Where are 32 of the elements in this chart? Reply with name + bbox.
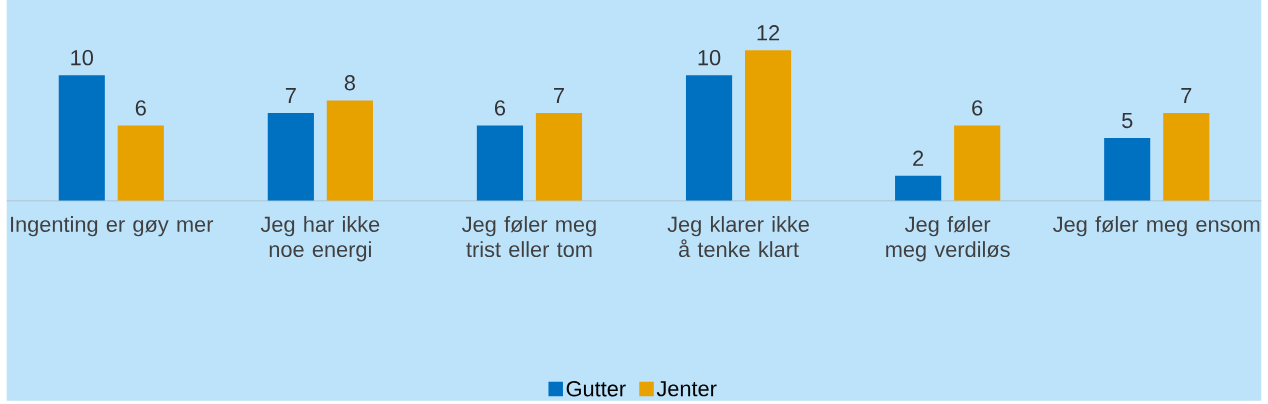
x-tick-label: Jeg føler meg verdiløs	[886, 216, 1010, 262]
bar	[535, 113, 583, 202]
bar	[744, 50, 792, 202]
x-tick-label: Jeg klarer ikke å tenke klart	[667, 216, 809, 258]
bar	[267, 113, 314, 202]
bar	[58, 75, 105, 202]
bar	[1163, 113, 1210, 202]
data-label: 8	[344, 75, 355, 91]
legend-label: Jenter	[656, 381, 717, 397]
data-label: 2	[913, 150, 924, 167]
bar	[476, 125, 524, 202]
x-tick-label: Jeg føler meg ensom	[1053, 216, 1260, 237]
data-label: 7	[285, 88, 296, 104]
data-label: 6	[972, 100, 983, 116]
bar	[1104, 138, 1151, 202]
bar	[685, 75, 733, 202]
data-label: 7	[554, 88, 564, 104]
x-tick-label: Jeg føler meg trist eller tom	[462, 216, 596, 258]
x-tick-label: Jeg har ikke noe energi	[260, 216, 380, 262]
data-label: 10	[698, 50, 721, 66]
data-label: 12	[757, 25, 780, 41]
data-label: 6	[135, 100, 146, 116]
bar	[954, 125, 1001, 202]
data-label: 7	[1181, 88, 1192, 104]
data-label: 5	[1122, 113, 1133, 129]
bar	[895, 175, 942, 202]
bar	[117, 125, 164, 202]
x-tick-label: Ingenting er gøy mer	[11, 216, 214, 237]
legend-label: Gutter	[566, 381, 626, 397]
bar	[326, 100, 373, 202]
data-label: 6	[494, 100, 506, 116]
data-label: 10	[71, 50, 93, 66]
